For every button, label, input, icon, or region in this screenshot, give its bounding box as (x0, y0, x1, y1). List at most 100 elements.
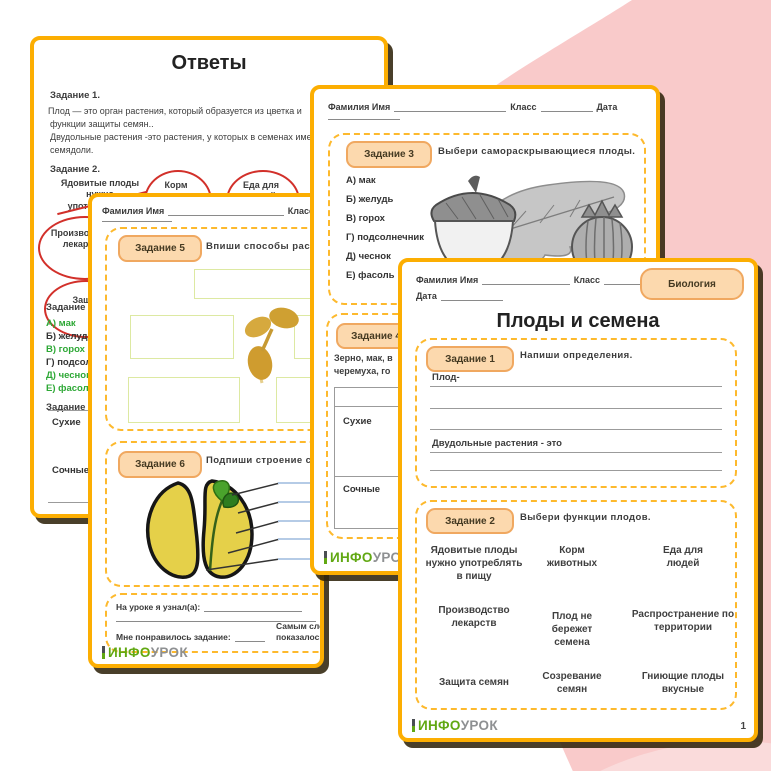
task5-answer-box-4 (128, 377, 240, 423)
answers-task3-option-d: Д) чеснок (46, 370, 91, 381)
answers-task3-option-b: Б) желудь (46, 331, 94, 342)
task1-line-3 (430, 429, 722, 430)
family-name-label: Фамилия Имя (328, 102, 391, 112)
date-label: Дата (596, 102, 618, 112)
reflection-underline-2 (116, 611, 316, 622)
bean-answer-line-5 (278, 558, 320, 560)
family-name-line (482, 274, 570, 285)
sheet1b-header: Фамилия Имя Класс Дата (328, 101, 648, 112)
class-label: Класс (510, 102, 537, 112)
task5-answer-box-2 (130, 315, 234, 359)
infourok-logo-icon (412, 719, 415, 732)
task4-text-line1: Зерно, мак, в (334, 353, 393, 363)
task5-answer-box-1 (194, 269, 320, 299)
task6-instruction: Подпиши строение семени фас (206, 455, 320, 466)
infourok-logo-icon (102, 646, 105, 659)
task3-option-v: В) горох (346, 213, 385, 224)
task3-option-e: Е) фасоль (346, 270, 395, 281)
task2-option-6: Распространение по территории (631, 609, 735, 633)
sheet1-header-line2: Дата (416, 290, 503, 301)
task2-badge: Задание 2 (426, 508, 514, 534)
class-line (603, 274, 642, 285)
family-name-label: Фамилия Имя (102, 206, 165, 216)
family-name-line (394, 101, 507, 112)
infourok-logo: ИНФО УРОК (102, 645, 188, 660)
task3-instruction: Выбери самораскрывающиеся плоды. (438, 146, 636, 157)
task3-option-d: Д) чеснок (346, 251, 391, 262)
bean-seed-diagram (146, 479, 280, 579)
task5-instruction: Впиши способы распростране (206, 241, 320, 252)
task1-box (415, 338, 737, 488)
answers-task3-label: Задание 3 (46, 302, 94, 313)
answers-task2-label: Задание 2. (50, 164, 100, 175)
reflection-underline-1 (204, 601, 303, 612)
task2-option-2: Корм животных (546, 545, 598, 569)
task5-badge: Задание 5 (118, 235, 202, 262)
task2-option-5: Плод не бережет семена (551, 611, 593, 648)
infourok-logo: ИНФО УРОК (412, 718, 498, 733)
reflection-label-3: Самым сложным мне (276, 621, 324, 631)
reflection-underline-3 (234, 631, 265, 642)
task1-badge: Задание 1 (426, 346, 514, 372)
class-label: Класс (287, 206, 314, 216)
task4-table-row1: Сухие (343, 416, 372, 427)
task2-option-1: Ядовитые плоды нужно употреблять в пищу (425, 545, 523, 582)
logo-text-info: ИНФО (108, 645, 151, 660)
sheet1-header: Фамилия Имя Класс (416, 274, 646, 285)
task1-line-5 (430, 470, 722, 471)
logo-text-info: ИНФО (418, 718, 461, 733)
answers-table-row2: Сочные (52, 465, 90, 476)
date-label: Дата (416, 291, 437, 301)
class-line (540, 101, 593, 112)
answers-task3-option-v: В) горох (46, 344, 85, 355)
answers-task1-label: Задание 1. (50, 90, 100, 101)
answers-task3-option-a: А) мак (46, 318, 76, 329)
seedling-illustration (244, 307, 299, 384)
task2-instruction: Выбери функции плодов. (520, 512, 651, 523)
reflection-box (105, 593, 320, 653)
task4-table-row2: Сочные (343, 484, 381, 495)
task1-term2: Двудольные растения - это (432, 438, 562, 449)
task1-line-1 (430, 386, 722, 387)
answers-task1-line2: функции защиты семян.. (50, 119, 154, 129)
answers-table-row1: Сухие (52, 417, 81, 428)
bean-answer-line-2 (278, 501, 320, 503)
task5-box (105, 227, 320, 431)
sheet1b-header-line2 (328, 109, 400, 120)
task1-line-4 (430, 452, 722, 453)
reflection-line3: Самым сложным мне (276, 621, 324, 631)
sheet2-header: Фамилия Имя Класс (102, 205, 314, 216)
reflection-line2: Мне понравилось задание: (116, 631, 265, 642)
task3-option-b: Б) желудь (346, 194, 394, 205)
bean-answer-line-4 (278, 538, 320, 540)
task3-option-g: Г) подсолнечник (346, 232, 425, 243)
task1-line-2 (430, 408, 722, 409)
task2-option-7: Защита семян (439, 677, 509, 688)
worksheet-page-2: Фамилия Имя Класс Задание 5 Впиши способ… (88, 193, 324, 668)
task2-option-9: Гниющие плоды вкусные (641, 671, 725, 695)
page-number: 1 (740, 721, 746, 732)
task2-option-8: Созревание семян (542, 671, 602, 695)
task4-text-line2: черемуха, го (334, 366, 391, 376)
reflection-label-4: показалось задание: (276, 632, 324, 642)
infourok-logo-icon (324, 551, 327, 564)
bean-answer-line-1 (278, 482, 320, 484)
answers-task2-option-4: Производство лекарств (50, 228, 116, 250)
task6-box (105, 441, 320, 587)
date-line (440, 290, 503, 301)
answers-task4-label: Задание 4 (46, 402, 94, 413)
bean-answer-line-3 (278, 520, 320, 522)
reflection-line1: На уроке я узнал(а): (116, 601, 316, 612)
answers-title: Ответы (171, 52, 247, 74)
reflection-label-1: На уроке я узнал(а): (116, 602, 201, 612)
task2-option-4: Производство лекарств (438, 605, 510, 629)
answers-task1-line4: семядоли. (50, 145, 94, 155)
sheet2-header-line2 (102, 211, 172, 222)
worksheet-page-1: Фамилия Имя Класс Дата Биология Плоды и … (398, 258, 758, 742)
task2-option-3: Еда для людей (663, 545, 703, 569)
answers-task3-option-g: Г) подсолнечник (46, 357, 125, 368)
logo-text-info: ИНФО (330, 550, 373, 565)
class-label: Класс (573, 275, 600, 285)
reflection-line4: показалось задание: (276, 632, 324, 642)
